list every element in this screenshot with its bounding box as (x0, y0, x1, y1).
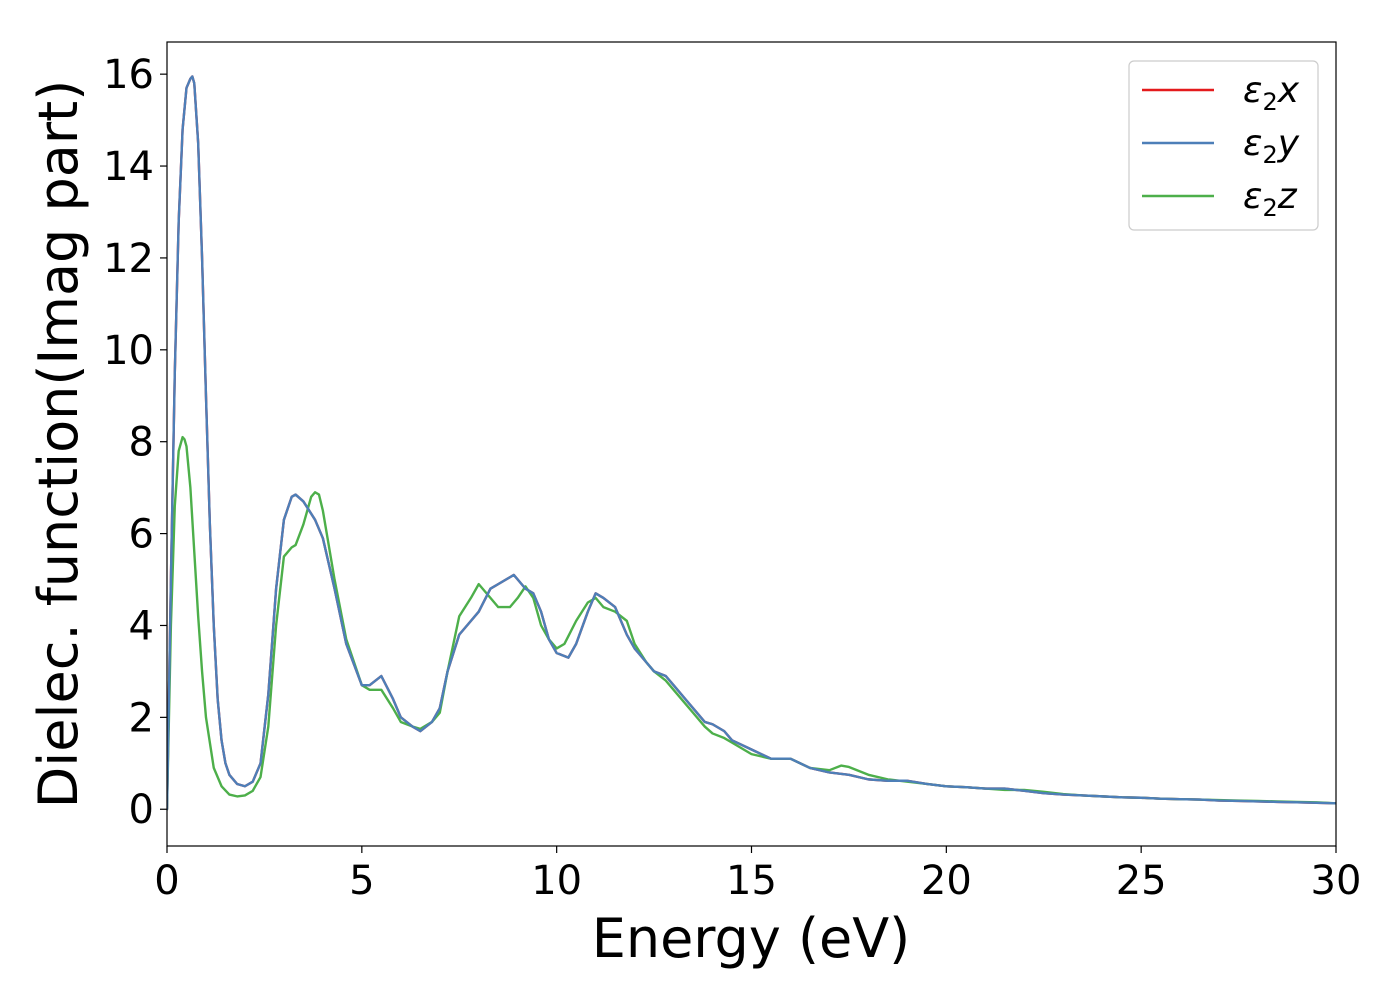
legend-label-z: ε2z (1243, 176, 1298, 222)
series-lines (167, 75, 1336, 811)
x-tick-label: 15 (726, 858, 777, 904)
y-tick-label: 4 (129, 603, 154, 649)
series-line-y (167, 75, 1336, 811)
x-tick-label: 30 (1311, 858, 1362, 904)
x-tick-label: 25 (1116, 858, 1167, 904)
y-tick-label: 8 (129, 420, 154, 466)
y-tick-label: 14 (103, 144, 154, 190)
x-tick-label: 20 (921, 858, 972, 904)
y-tick-label: 10 (103, 328, 154, 374)
x-tick-label: 0 (154, 858, 179, 904)
y-tick-label: 16 (103, 52, 154, 98)
x-axis-label: Energy (eV) (592, 907, 911, 970)
legend-label-y: ε2y (1243, 123, 1300, 169)
x-axis-ticks: 0 5 10 15 20 25 30 (154, 846, 1361, 904)
legend-label-x: ε2x (1243, 70, 1300, 116)
y-tick-label: 6 (129, 512, 154, 558)
y-tick-label: 2 (129, 695, 154, 741)
x-tick-label: 5 (349, 858, 374, 904)
y-axis-label: Dielec. function(Imag part) (27, 80, 90, 809)
y-tick-label: 12 (103, 236, 154, 282)
legend-box (1128, 60, 1319, 231)
y-axis-ticks: 0 2 4 6 8 10 12 14 16 (103, 52, 167, 833)
legend: ε2x ε2y ε2z (1128, 60, 1319, 231)
x-tick-label: 10 (531, 858, 582, 904)
y-tick-label: 0 (129, 787, 154, 833)
plot-frame (166, 41, 1337, 847)
